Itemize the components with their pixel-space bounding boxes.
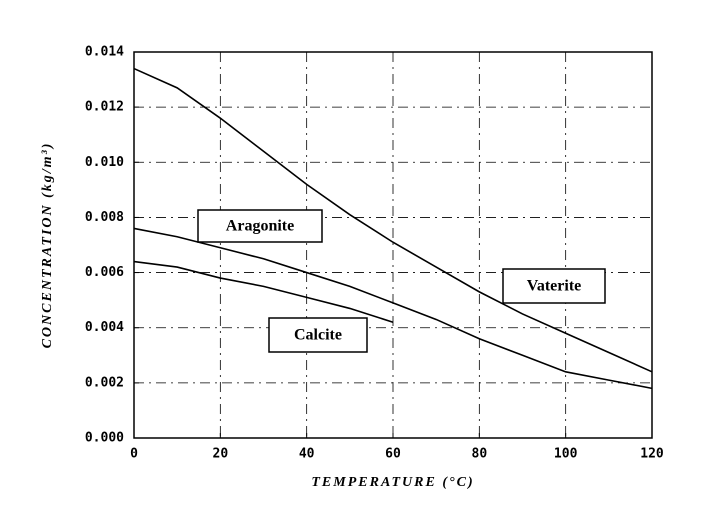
plot-frame — [133, 51, 653, 439]
y-tick-label: 0.008 — [85, 210, 124, 225]
series-label: Vaterite — [527, 278, 582, 295]
series-label: Aragonite — [226, 218, 294, 235]
series-label-box — [197, 209, 323, 243]
series-line — [133, 67, 653, 373]
x-axis-label: TEMPERATURE (°C) — [311, 475, 474, 490]
x-tick-label: 100 — [554, 447, 578, 462]
y-axis-label: CONCENTRATION (kg/m³) — [40, 142, 55, 349]
x-tick-label: 60 — [385, 447, 401, 462]
y-tick-label: 0.012 — [85, 100, 124, 115]
y-tick-label: 0.000 — [85, 431, 124, 446]
y-tick-label: 0.002 — [85, 375, 124, 390]
x-tick-label: 20 — [213, 447, 229, 462]
y-tick-label: 0.004 — [85, 320, 124, 335]
x-tick-label: 0 — [130, 447, 138, 462]
series-line — [133, 260, 394, 323]
x-tick-label: 80 — [472, 447, 488, 462]
series-label-box — [268, 317, 368, 353]
series-line — [133, 227, 653, 390]
y-tick-label: 0.014 — [85, 45, 124, 60]
x-tick-label: 40 — [299, 447, 315, 462]
series-label-box — [502, 268, 606, 304]
series-label: Calcite — [294, 327, 342, 344]
y-tick-label: 0.006 — [85, 265, 124, 280]
x-tick-label: 120 — [640, 447, 664, 462]
y-tick-label: 0.010 — [85, 155, 124, 170]
